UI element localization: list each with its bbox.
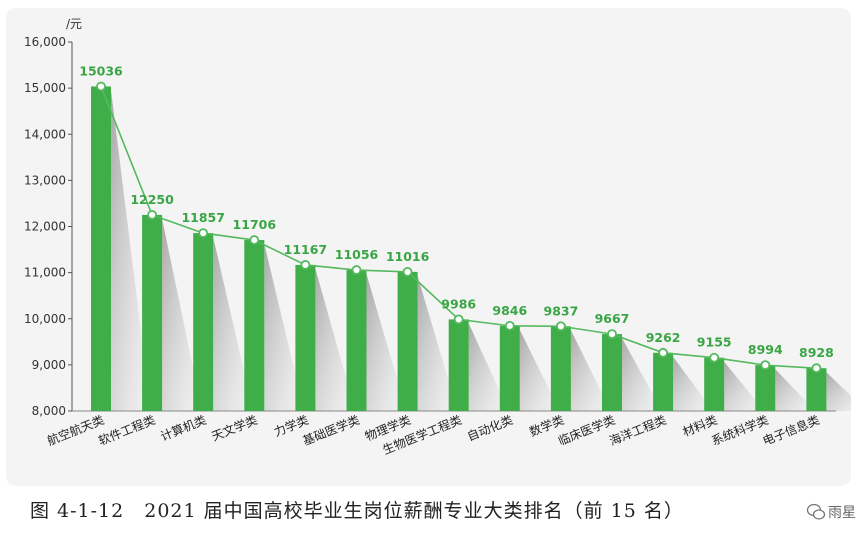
salary-bar-chart: 8,000 9,000 10,000 11,000 12,000 13,000 14,000… [24,17,851,457]
bar-shadow [468,323,509,411]
bar-shadow [315,268,356,411]
bar [346,270,367,411]
data-point-marker [504,320,515,331]
x-category-label: 系统科学类 [709,412,770,448]
bar [499,325,520,411]
data-point-marker [760,360,771,371]
bar-shadow [673,356,714,411]
data-label: 9846 [492,303,527,318]
bar [397,271,418,411]
bar-shadow [519,329,560,411]
data-point-marker [249,235,260,245]
y-tick-label: 8,000 [32,404,66,418]
bar-shadow [775,369,816,411]
data-label: 9837 [544,303,579,318]
data-point-marker [607,329,617,340]
bar [244,240,265,411]
data-label: 8928 [799,345,834,360]
watermark: 雨星 [806,498,856,526]
data-label: 11167 [284,242,328,257]
bar [602,334,622,411]
data-label: 12250 [130,192,174,207]
y-tick-label: 9,000 [32,358,66,372]
data-point-marker [709,352,720,363]
data-point-marker [96,81,106,92]
data-label: 11706 [233,217,277,232]
bar-shadow [366,274,407,411]
x-category-label: 自动化类 [465,413,515,444]
y-tick-label: 10,000 [24,312,66,326]
y-tick-label: 12,000 [24,220,66,234]
x-category-label: 软件工程类 [96,412,157,448]
figure-caption: 图 4-1-12 2021 届中国高校毕业生岗位薪酬专业大类排名（前 15 名） [30,500,684,522]
data-point-marker [811,363,822,374]
bar [91,86,111,411]
y-tick-label: 14,000 [24,127,66,141]
bar-shadow [264,244,305,411]
bar-shadow [213,237,254,411]
bar-shadow [111,90,151,411]
data-label: 11016 [386,249,430,264]
data-label: 15036 [79,63,123,78]
data-label: 9667 [595,311,630,326]
y-axis-unit-label: /元 [66,17,82,31]
wechat-icon [806,503,826,520]
bar [448,319,469,411]
data-point-marker [402,266,413,277]
y-tick-label: 13,000 [24,173,66,187]
x-category-label: 海洋工程类 [607,412,668,448]
bar [193,233,214,411]
x-category-label: 临床医学类 [556,412,617,448]
data-point-marker [147,210,158,220]
bar-shadow [570,330,611,411]
bar-shadow [162,218,203,411]
data-point-marker [658,347,668,358]
data-label: 9155 [697,335,732,350]
data-point-marker [351,265,362,275]
data-point-marker [453,314,464,325]
data-point-marker [198,228,209,238]
bar-shadow [622,338,662,411]
data-label: 9986 [441,296,476,311]
data-label: 8994 [748,342,783,357]
bar [653,352,674,411]
x-category-label: 基础医学类 [300,412,361,448]
chart-panel: 8,000 9,000 10,000 11,000 12,000 13,000 14,000… [6,8,851,486]
data-label: 11056 [335,247,379,262]
x-category-label: 电子信息类 [760,412,821,448]
data-label: 11857 [181,210,225,225]
bar [295,264,316,411]
x-category-label: 计算机类 [158,412,208,444]
data-point-marker [300,260,311,270]
bar-shadow [417,275,458,411]
bar [704,357,725,411]
bar [142,214,163,411]
bar-shadow [724,361,765,411]
bar [806,368,827,411]
x-category-label: 天文学类 [209,412,259,444]
watermark-text: 雨星 [828,505,856,521]
y-tick-label: 15,000 [24,81,66,95]
bar-shadow [826,372,851,411]
bar [550,326,571,411]
y-tick-label: 11,000 [24,266,66,280]
y-tick-label: 16,000 [24,35,66,49]
data-label: 9262 [646,330,681,345]
bar [755,365,776,411]
data-point-marker [556,321,566,332]
